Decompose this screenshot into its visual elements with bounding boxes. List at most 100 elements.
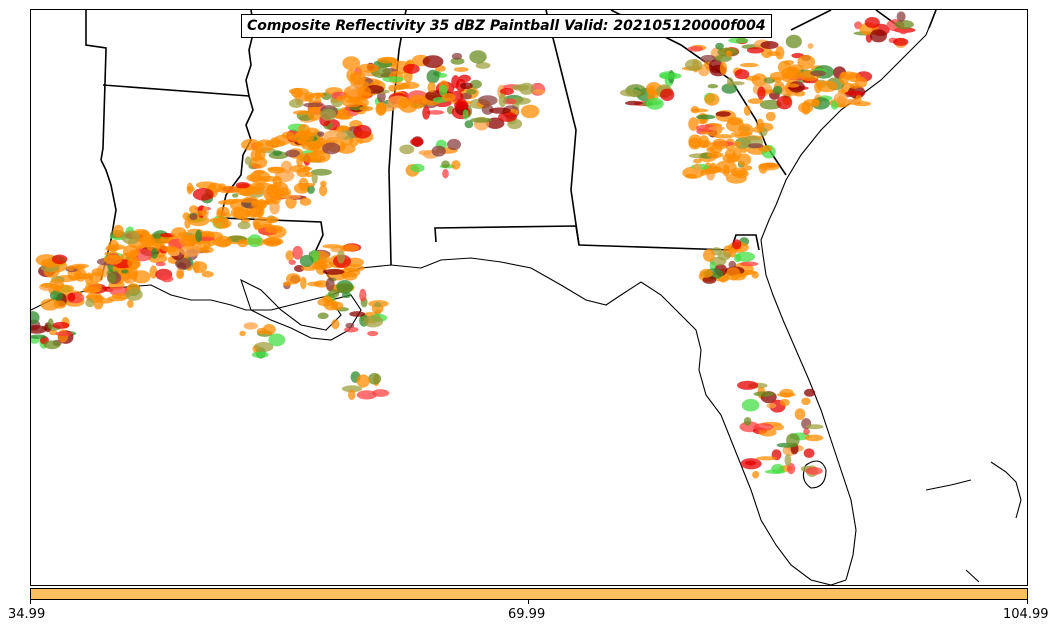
- paintball-blob: [82, 286, 100, 294]
- paintball-blob: [498, 111, 517, 122]
- paintball-blob: [426, 110, 445, 115]
- colorbar: [30, 588, 1028, 600]
- paintball-blob: [371, 389, 390, 397]
- paintball-blob: [218, 200, 235, 205]
- paintball-blob: [845, 98, 862, 104]
- paintball-blob: [93, 298, 104, 310]
- paintball-blob: [807, 43, 814, 49]
- paintball-blob: [322, 268, 345, 275]
- paintball-blob: [323, 130, 346, 142]
- paintball-blob: [292, 245, 303, 260]
- paintball-blob: [805, 424, 824, 430]
- paintball-blob: [317, 131, 325, 137]
- paintball-blob: [805, 467, 823, 475]
- paintball-blob: [367, 330, 379, 337]
- paintball-blob: [154, 242, 165, 250]
- paintball-blob: [899, 29, 907, 35]
- paintball-blob: [804, 388, 816, 397]
- paintball-blob: [253, 169, 265, 175]
- paintball-blob: [251, 200, 268, 209]
- paintball-blob: [688, 134, 702, 149]
- paintball-blob: [322, 244, 342, 249]
- paintball-blob: [356, 390, 377, 400]
- paintball-blob: [786, 433, 800, 447]
- paintball-blob: [357, 63, 380, 73]
- paintball-blob: [195, 229, 203, 243]
- paintball-blob: [687, 46, 704, 52]
- paintball-blob: [499, 87, 514, 96]
- paintball-blob: [462, 109, 469, 120]
- paintball-blob: [801, 397, 811, 406]
- paintball-blob: [844, 90, 865, 96]
- reflectivity-paintballs: [31, 11, 916, 479]
- paintball-blob: [785, 34, 802, 49]
- paintball-blob: [744, 75, 761, 81]
- paintball-blob: [244, 156, 252, 166]
- paintball-blob: [709, 261, 716, 270]
- paintball-blob: [721, 83, 738, 94]
- paintball-blob: [771, 463, 785, 474]
- paintball-blob: [442, 92, 456, 102]
- paintball-blob: [294, 265, 305, 272]
- paintball-blob: [161, 275, 174, 283]
- paintball-blob: [784, 454, 792, 467]
- paintball-blob: [308, 140, 321, 152]
- paintball-blob: [787, 83, 800, 88]
- paintball-blob: [345, 322, 355, 329]
- paintball-blob: [292, 110, 312, 115]
- paintball-blob: [758, 163, 768, 174]
- border-ar-tx: [100, 49, 107, 161]
- paintball-blob: [216, 217, 229, 223]
- paintball-blob: [625, 100, 643, 106]
- border-ok-ar: [85, 10, 107, 50]
- paintball-blob: [685, 173, 697, 179]
- paintball-blob: [52, 321, 70, 329]
- map-canvas: [31, 10, 1022, 585]
- paintball-blob: [297, 124, 311, 136]
- paintball-blob: [291, 87, 303, 98]
- paintball-blob: [300, 276, 307, 290]
- paintball-blob: [451, 160, 461, 170]
- paintball-blob: [348, 389, 356, 401]
- paintball-blob: [319, 185, 328, 197]
- paintball-blob: [894, 20, 914, 29]
- paintball-blob: [755, 456, 778, 461]
- paintball-blob: [740, 147, 748, 154]
- paintball-blob: [179, 235, 199, 247]
- paintball-blob: [719, 61, 728, 76]
- paintball-blob: [281, 131, 295, 140]
- paintball-blob: [753, 423, 774, 431]
- paintball-blob: [707, 84, 719, 89]
- map-title: Composite Reflectivity 35 dBZ Paintball …: [241, 14, 772, 38]
- paintball-blob: [447, 138, 461, 151]
- paintball-blob: [732, 239, 742, 250]
- paintball-blob: [40, 298, 60, 311]
- paintball-blob: [180, 244, 201, 257]
- paintball-blob: [398, 97, 410, 108]
- paintball-blob: [55, 331, 73, 337]
- paintball-blob: [478, 95, 498, 106]
- paintball-blob: [201, 271, 214, 278]
- paintball-blob: [171, 227, 187, 239]
- paintball-blob: [801, 101, 811, 115]
- paintball-blob: [282, 281, 292, 287]
- paintball-blob: [399, 144, 415, 155]
- paintball-blob: [299, 254, 314, 267]
- paintball-blob: [747, 143, 764, 149]
- paintball-blob: [198, 246, 214, 254]
- paintball-blob: [175, 257, 192, 270]
- paintball-blob: [739, 62, 759, 68]
- paintball-blob: [746, 47, 764, 54]
- paintball-blob: [267, 166, 285, 174]
- paintball-blob: [243, 322, 258, 330]
- paintball-blob: [253, 221, 261, 231]
- paintball-blob: [186, 182, 194, 195]
- paintball-blob: [752, 126, 764, 133]
- paintball-blob: [803, 428, 810, 435]
- paintball-blob: [363, 315, 384, 328]
- paintball-blob: [619, 88, 642, 97]
- paintball-blob: [85, 298, 95, 308]
- paintball-blob: [422, 55, 444, 68]
- paintball-blob: [708, 126, 725, 131]
- paintball-blob: [377, 56, 398, 64]
